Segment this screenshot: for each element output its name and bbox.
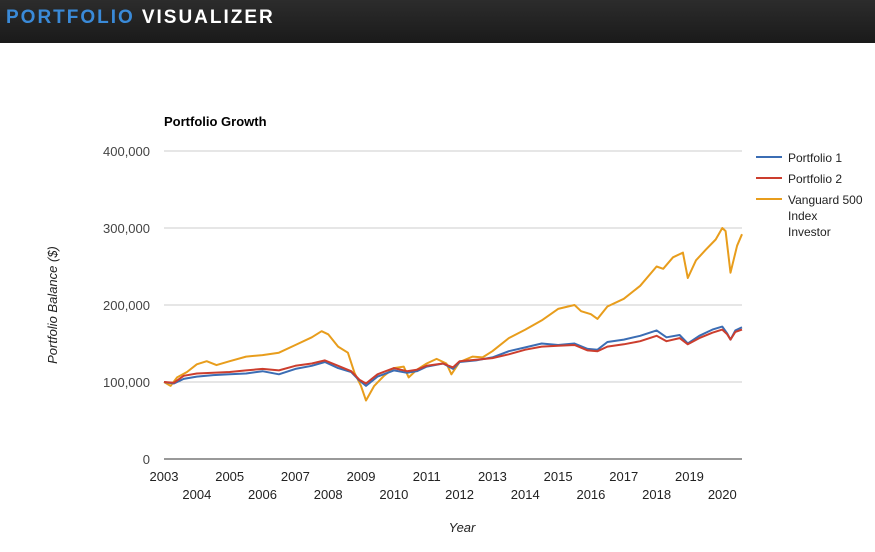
chart-legend: Portfolio 1 Portfolio 2 Vanguard 500 Index I… <box>756 151 863 239</box>
brand-word-portfolio: PORTFOLIO <box>6 7 135 28</box>
x-tick-label: 2018 <box>642 487 671 502</box>
x-tick-label: 2013 <box>478 469 507 484</box>
y-tick-label: 0 <box>143 452 150 467</box>
x-tick-label: 2014 <box>511 487 540 502</box>
x-tick-label: 2012 <box>445 487 474 502</box>
x-tick-label: 2004 <box>182 487 211 502</box>
x-tick-label: 2003 <box>150 469 179 484</box>
x-tick-label: 2008 <box>314 487 343 502</box>
x-tick-label: 2015 <box>544 469 573 484</box>
brand-word-visualizer: VISUALIZER <box>141 7 275 28</box>
y-tick-label: 300,000 <box>103 221 150 236</box>
y-tick-label: 400,000 <box>103 144 150 159</box>
x-tick-label: 2007 <box>281 469 310 484</box>
x-tick-label: 2009 <box>347 469 376 484</box>
y-tick-label: 200,000 <box>103 298 150 313</box>
x-axis-ticks: 2003 2005 2007 2009 2011 2013 2015 2017 2019 2004… <box>150 469 737 502</box>
x-tick-label: 2019 <box>675 469 704 484</box>
y-axis-title: Portfolio Balance ($) <box>45 246 60 364</box>
legend-label: Vanguard 500 Index Investor <box>788 193 863 239</box>
chart-gridlines <box>164 150 742 460</box>
y-tick-label: 100,000 <box>103 375 150 390</box>
x-tick-label: 2011 <box>413 469 441 484</box>
series-line-3 <box>163 227 743 402</box>
y-axis-ticks: 0 100,000 200,000 300,000 400,000 <box>103 144 150 467</box>
x-tick-label: 2005 <box>215 469 244 484</box>
x-axis-title: Year <box>449 520 476 535</box>
chart-series <box>163 227 743 402</box>
x-tick-label: 2006 <box>248 487 277 502</box>
brand-logo[interactable]: PORTFOLIO VISUALIZER <box>6 7 275 29</box>
x-tick-label: 2020 <box>708 487 737 502</box>
legend-label: Portfolio 2 <box>788 172 842 186</box>
legend-label: Portfolio 1 <box>788 151 842 165</box>
series-line-2 <box>163 328 743 385</box>
x-tick-label: 2010 <box>379 487 408 502</box>
x-tick-label: 2016 <box>576 487 605 502</box>
chart-title: Portfolio Growth <box>164 114 267 129</box>
x-tick-label: 2017 <box>609 469 638 484</box>
top-navbar: PORTFOLIO VISUALIZER <box>0 0 875 43</box>
